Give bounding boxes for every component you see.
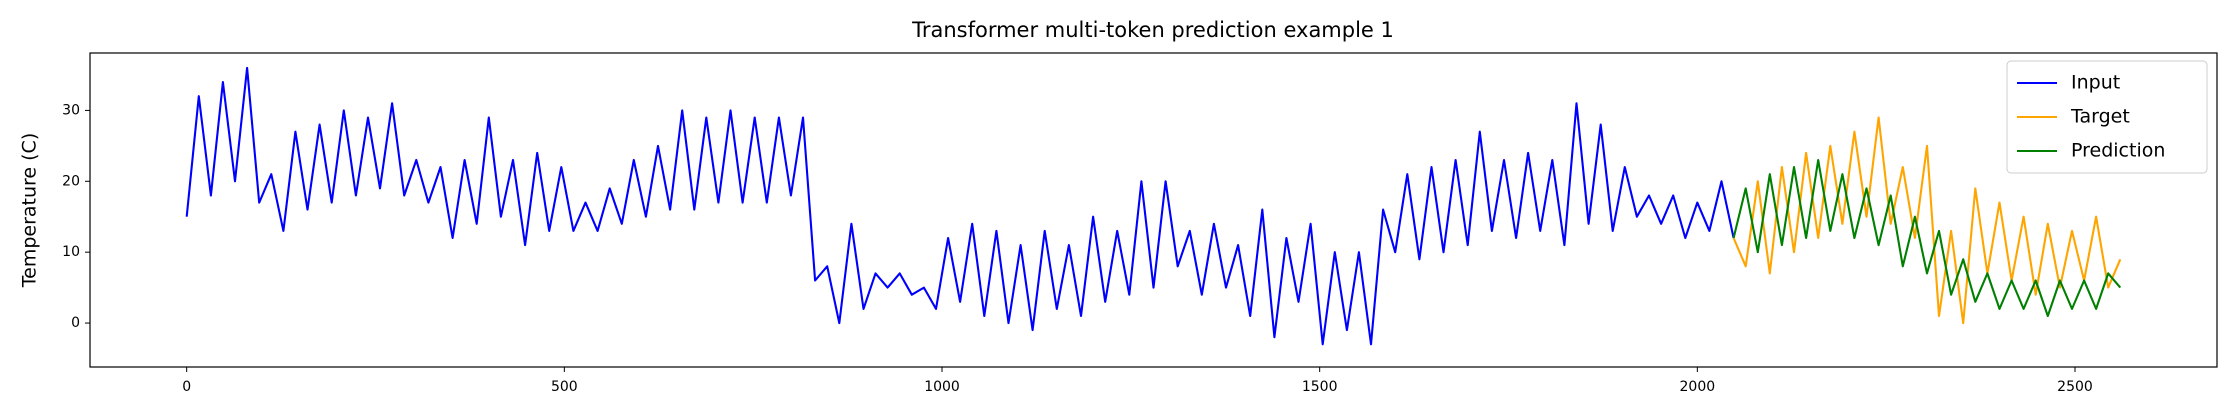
series-line [1732, 116, 2122, 325]
y-axis-label: Temperature (C) [19, 133, 41, 289]
legend-label: Input [2071, 72, 2120, 94]
x-tick-label: 500 [551, 379, 578, 395]
plot-frame [89, 52, 2218, 368]
y-tick-label: 10 [62, 244, 80, 260]
legend-label: Target [2070, 106, 2130, 128]
x-tick-label: 1500 [1302, 379, 1338, 395]
legend-label: Prediction [2071, 140, 2165, 162]
y-tick-label: 0 [71, 315, 80, 331]
x-tick-label: 2000 [1680, 379, 1716, 395]
x-tick-label: 0 [182, 379, 191, 395]
x-tick-label: 1000 [924, 379, 960, 395]
y-tick-label: 30 [62, 102, 80, 118]
series-line [185, 66, 1735, 346]
y-tick-label: 20 [62, 173, 80, 189]
legend-box [2006, 60, 2208, 174]
series-line [1732, 158, 2122, 318]
x-tick-label: 2500 [2057, 379, 2093, 395]
chart-title: Transformer multi-token prediction examp… [911, 18, 1394, 42]
legend: Input Target Prediction [2006, 60, 2208, 174]
